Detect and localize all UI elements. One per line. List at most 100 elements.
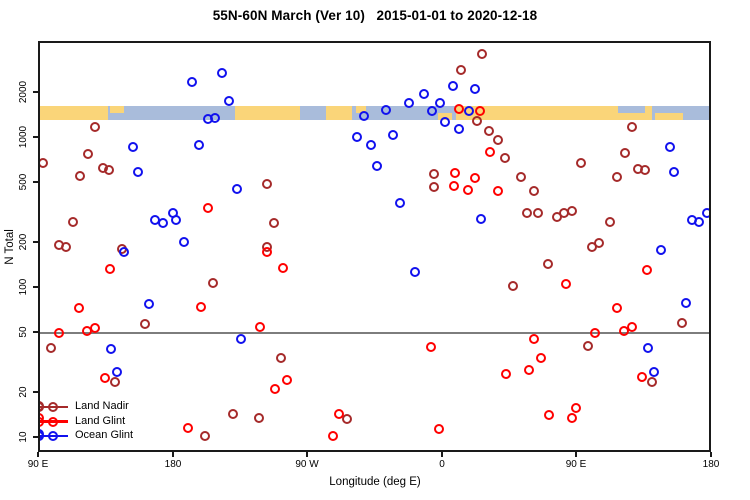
x-tick-mark <box>575 452 577 457</box>
legend-edge-marker-land-nadir <box>38 402 44 412</box>
data-point-ocean-glint <box>448 81 458 91</box>
data-point-ocean-glint <box>427 106 437 116</box>
data-point-ocean-glint <box>464 106 474 116</box>
data-point-land-nadir <box>576 158 586 168</box>
data-point-land-glint <box>334 409 344 419</box>
data-point-land-glint <box>449 181 459 191</box>
data-point-land-glint <box>203 203 213 213</box>
map-band-land-speckle <box>356 106 366 113</box>
y-tick-mark <box>33 241 38 243</box>
data-point-land-glint <box>105 264 115 274</box>
data-point-land-nadir <box>587 242 597 252</box>
x-tick-label: 90 E <box>27 459 49 470</box>
data-point-land-nadir <box>110 377 120 387</box>
data-point-land-nadir <box>500 153 510 163</box>
data-point-land-glint <box>485 147 495 157</box>
data-point-land-nadir <box>456 65 466 75</box>
data-point-land-nadir <box>228 409 238 419</box>
y-tick-label: 50 <box>18 326 29 338</box>
data-point-ocean-glint <box>133 167 143 177</box>
data-point-land-nadir <box>472 116 482 126</box>
data-point-land-glint <box>501 369 511 379</box>
data-point-ocean-glint <box>702 208 711 218</box>
data-point-land-glint <box>100 373 110 383</box>
data-point-land-nadir <box>276 353 286 363</box>
x-tick-mark <box>37 452 39 457</box>
x-axis-title: Longitude (deg E) <box>329 476 421 488</box>
x-tick-label: 180 <box>702 459 720 470</box>
data-point-land-nadir <box>342 414 352 424</box>
y-tick-mark <box>33 331 38 333</box>
data-point-ocean-glint <box>359 111 369 121</box>
y-tick-label: 200 <box>18 233 29 251</box>
data-point-ocean-glint <box>232 184 242 194</box>
data-point-ocean-glint <box>404 98 414 108</box>
data-point-ocean-glint <box>106 344 116 354</box>
legend-edge-marker-ocean-glint <box>38 431 44 441</box>
data-point-ocean-glint <box>119 247 129 257</box>
data-point-ocean-glint <box>144 299 154 309</box>
data-point-ocean-glint <box>179 237 189 247</box>
data-point-ocean-glint <box>194 140 204 150</box>
data-point-land-nadir <box>508 281 518 291</box>
data-point-land-nadir <box>522 208 532 218</box>
map-band-land-speckle <box>110 106 124 113</box>
data-point-ocean-glint <box>395 198 405 208</box>
data-point-land-glint <box>450 168 460 178</box>
data-point-land-glint <box>426 342 436 352</box>
data-point-land-glint <box>270 384 280 394</box>
data-point-ocean-glint <box>366 140 376 150</box>
legend-label-land-glint: Land Glint <box>75 414 126 427</box>
map-band-land-segment <box>456 106 652 120</box>
data-point-land-glint <box>612 303 622 313</box>
data-point-ocean-glint <box>372 161 382 171</box>
map-band-ocean-speckle <box>618 106 645 113</box>
data-point-ocean-glint <box>128 142 138 152</box>
legend-label-ocean-glint: Ocean Glint <box>75 429 134 441</box>
data-point-land-glint <box>561 279 571 289</box>
x-tick-mark <box>441 452 443 457</box>
data-point-land-glint <box>262 247 272 257</box>
y-tick-mark <box>33 391 38 393</box>
data-point-land-nadir <box>83 149 93 159</box>
data-point-ocean-glint <box>388 130 398 140</box>
data-point-land-glint <box>74 303 84 313</box>
data-point-land-glint <box>82 326 92 336</box>
map-band-land-segment <box>326 106 352 120</box>
data-point-land-nadir <box>529 186 539 196</box>
data-point-land-nadir <box>533 208 543 218</box>
data-point-land-nadir <box>567 206 577 216</box>
legend-marker-land-glint <box>48 416 58 427</box>
data-point-land-glint <box>637 372 647 382</box>
x-tick-label: 90 E <box>565 459 587 470</box>
y-tick-mark <box>33 91 38 93</box>
data-point-land-glint <box>536 353 546 363</box>
data-point-land-nadir <box>516 172 526 182</box>
data-point-land-glint <box>183 423 193 433</box>
y-tick-label: 10 <box>18 431 29 443</box>
data-point-land-nadir <box>200 431 210 441</box>
data-point-land-glint <box>567 413 577 423</box>
data-point-ocean-glint <box>681 298 691 308</box>
x-tick-mark <box>710 452 712 457</box>
data-point-land-nadir <box>429 182 439 192</box>
legend-marker-land-nadir <box>48 402 58 412</box>
data-point-land-glint <box>571 403 581 413</box>
data-point-land-glint <box>642 265 652 275</box>
data-point-land-nadir <box>90 122 100 132</box>
map-band-land-speckle <box>655 113 683 120</box>
data-point-ocean-glint <box>410 267 420 277</box>
x-tick-label: 0 <box>439 459 445 470</box>
data-point-land-nadir <box>677 318 687 328</box>
data-point-ocean-glint <box>112 367 122 377</box>
map-band-land-segment <box>38 106 108 120</box>
data-point-ocean-glint <box>187 77 197 87</box>
data-point-land-nadir <box>61 242 71 252</box>
data-point-ocean-glint <box>224 96 234 106</box>
data-point-land-glint <box>328 431 338 441</box>
data-point-land-glint <box>590 328 600 338</box>
data-point-land-nadir <box>543 259 553 269</box>
y-axis-title: N Total <box>4 229 16 265</box>
data-point-land-glint <box>255 322 265 332</box>
data-point-ocean-glint <box>217 68 227 78</box>
